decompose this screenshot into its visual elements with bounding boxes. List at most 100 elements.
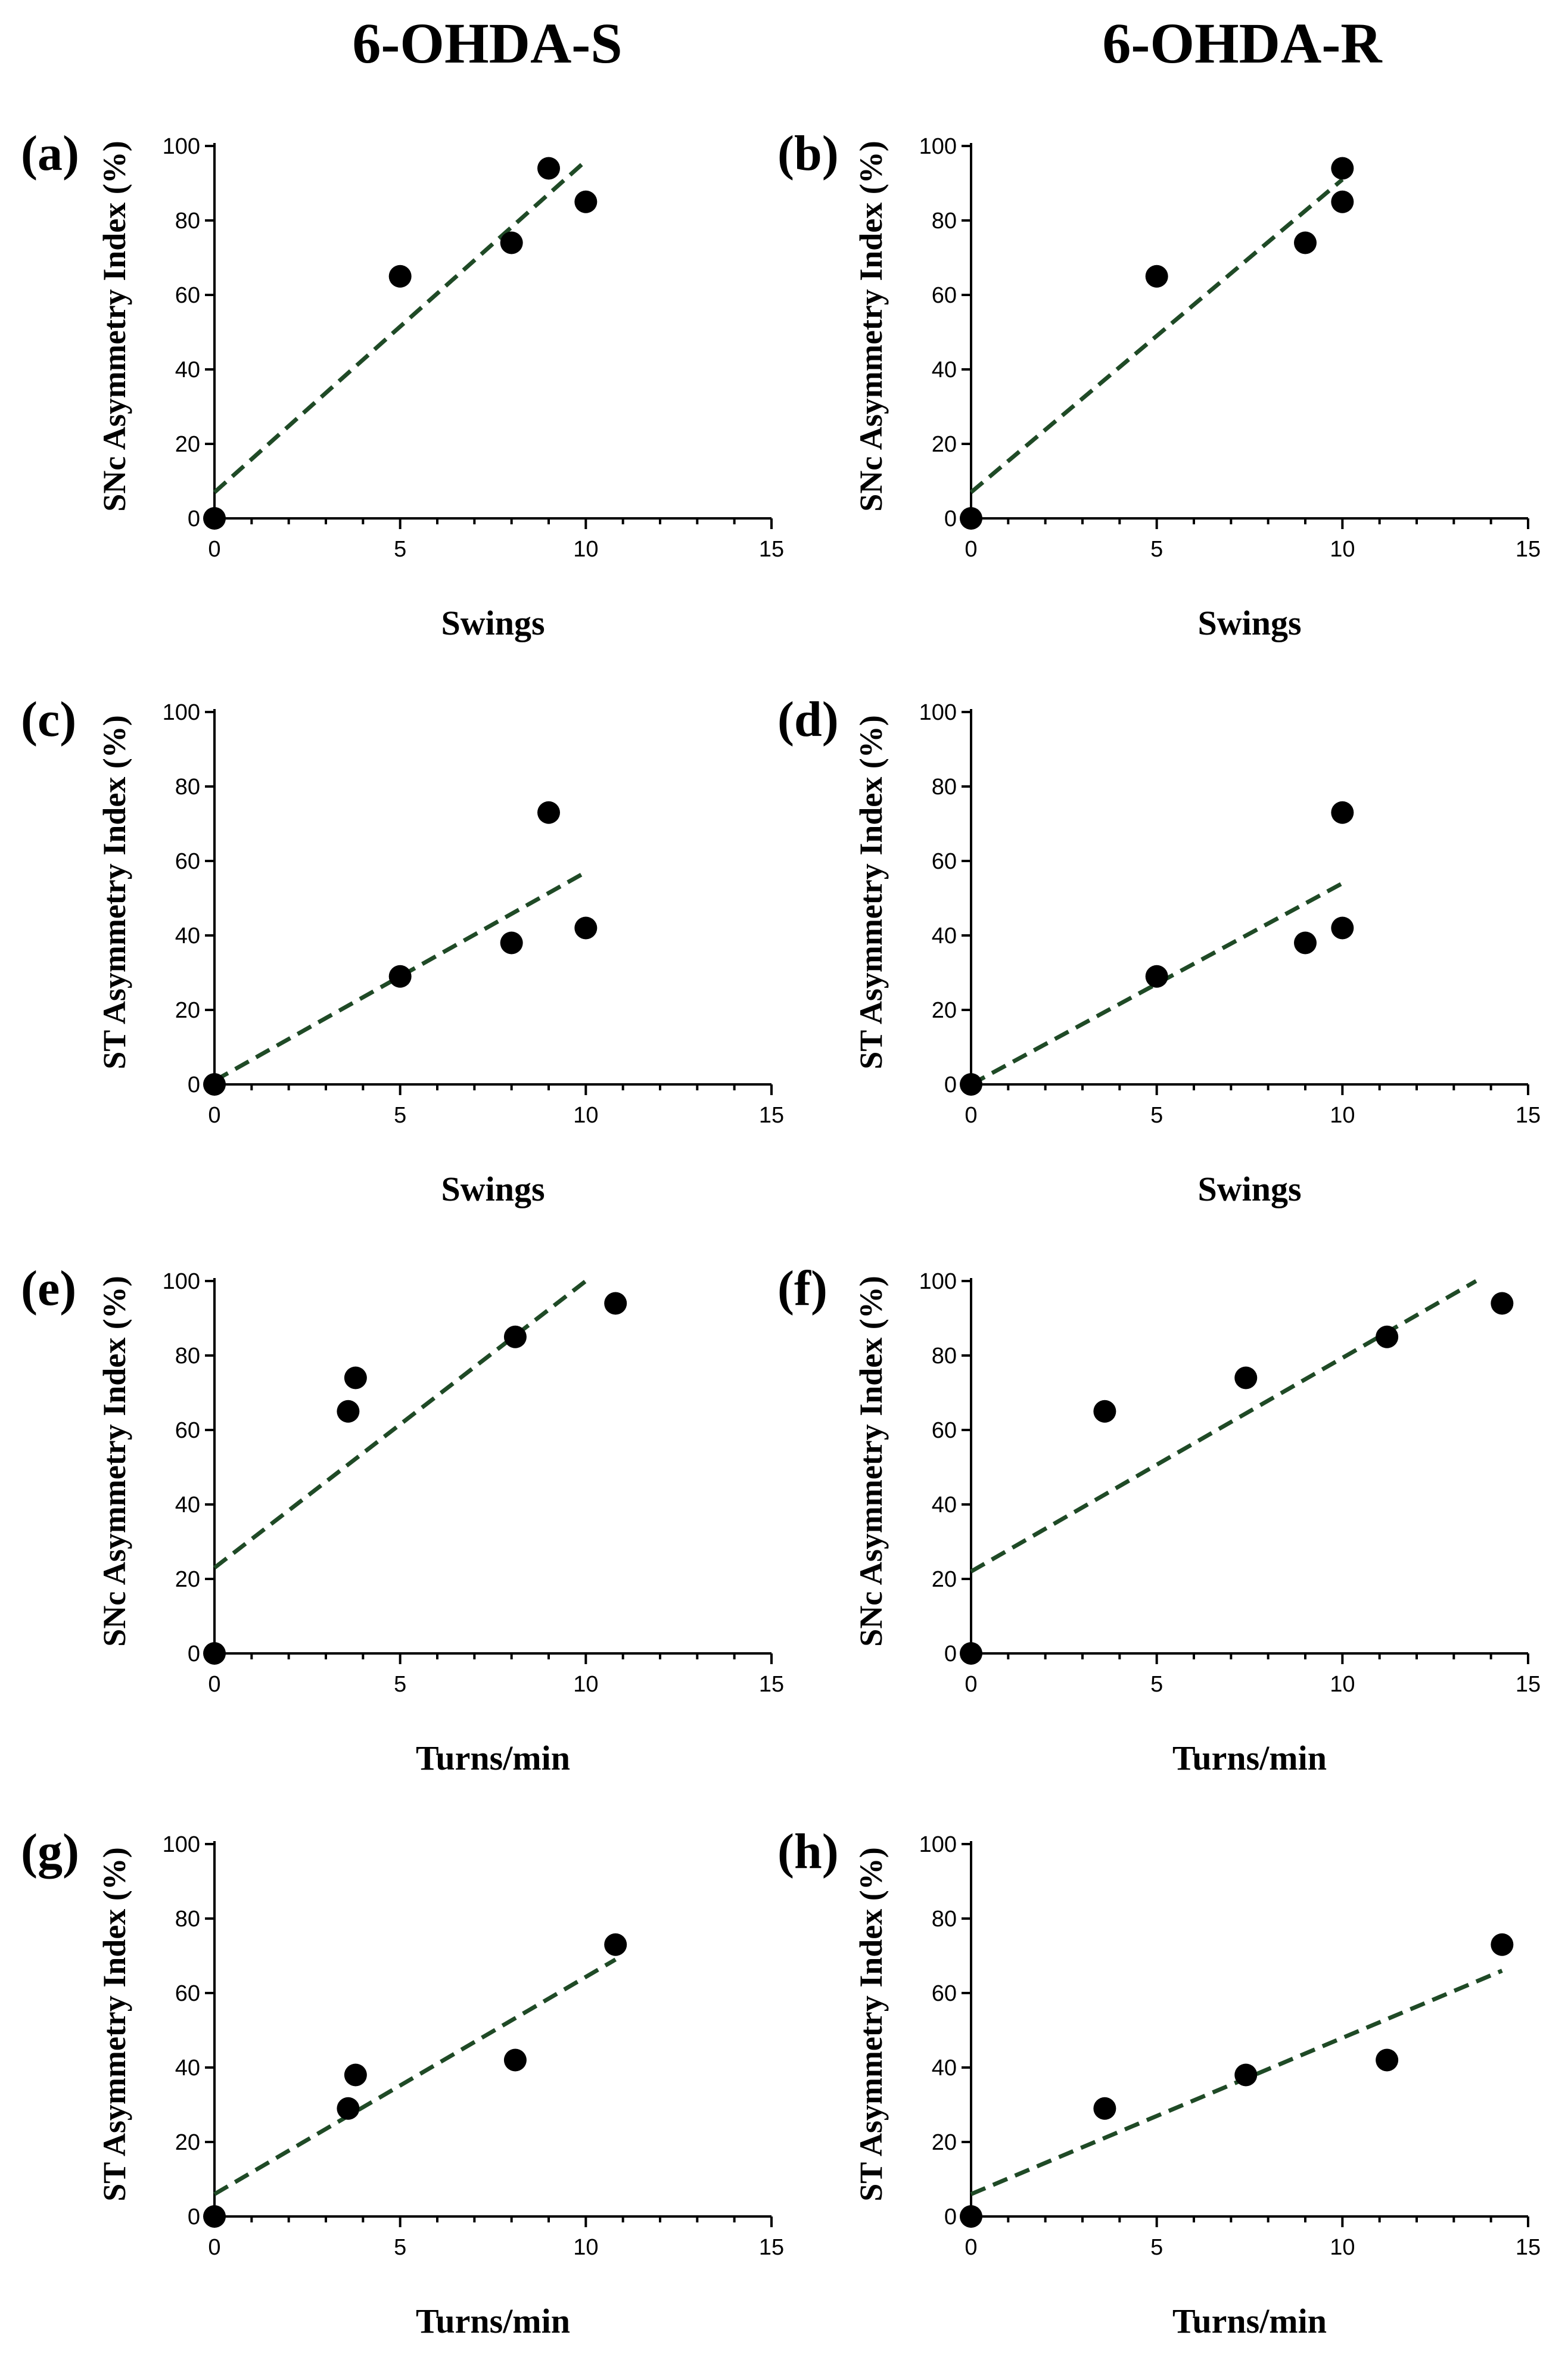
y-tick-label: 100 xyxy=(919,134,957,159)
data-point xyxy=(337,2097,360,2120)
data-point xyxy=(960,1642,982,1665)
data-point xyxy=(203,507,226,530)
panel-label: (b) xyxy=(777,126,839,181)
x-tick-label: 0 xyxy=(965,2235,977,2260)
panel-label: (g) xyxy=(21,1824,79,1879)
y-tick-label: 0 xyxy=(944,1641,957,1667)
data-point xyxy=(574,190,598,213)
y-axis-title: ST Asymmetry Index (%) xyxy=(97,715,132,1070)
y-tick-label: 0 xyxy=(188,506,200,531)
panel-label: (c) xyxy=(21,692,76,747)
x-tick-label: 0 xyxy=(208,1103,220,1128)
scatter-panel: (g) 0 20 40 60 80 100 0 5 10 15 Turns/min ST Asymmet… xyxy=(21,1824,784,2340)
y-tick-label: 40 xyxy=(932,2056,957,2081)
y-tick-label: 20 xyxy=(932,432,957,457)
x-axis-title: Turns/min xyxy=(416,2302,570,2340)
y-tick-label: 100 xyxy=(919,1269,957,1294)
data-point xyxy=(1491,1933,1514,1956)
y-tick-label: 60 xyxy=(932,849,957,874)
data-point xyxy=(537,801,560,824)
y-axis-title: SNc Asymmetry Index (%) xyxy=(853,1276,889,1646)
x-axis-title: Turns/min xyxy=(1172,1739,1327,1777)
y-tick-label: 80 xyxy=(932,1344,957,1369)
data-point xyxy=(1234,1366,1258,1389)
data-point xyxy=(344,2063,367,2087)
x-tick-label: 10 xyxy=(1330,1672,1355,1697)
y-tick-label: 60 xyxy=(932,283,957,308)
data-point xyxy=(1145,965,1168,988)
data-point xyxy=(1093,1400,1116,1423)
panel-label: (d) xyxy=(777,692,839,747)
y-tick-label: 20 xyxy=(175,432,200,457)
y-tick-label: 80 xyxy=(175,1907,200,1932)
data-point xyxy=(960,507,982,530)
x-tick-label: 15 xyxy=(1516,1103,1541,1128)
x-axis-title: Turns/min xyxy=(1172,2302,1327,2340)
x-tick-label: 0 xyxy=(965,537,977,562)
data-point xyxy=(537,157,560,180)
y-tick-label: 100 xyxy=(163,700,200,725)
y-tick-label: 100 xyxy=(163,1269,200,1294)
x-tick-label: 10 xyxy=(573,537,598,562)
data-point xyxy=(1145,265,1168,288)
y-axis-title: SNc Asymmetry Index (%) xyxy=(853,141,889,511)
y-tick-label: 60 xyxy=(932,1981,957,2006)
data-point xyxy=(1294,931,1317,955)
x-tick-label: 10 xyxy=(573,1103,598,1128)
x-tick-label: 5 xyxy=(394,1672,406,1697)
y-tick-label: 80 xyxy=(932,775,957,800)
regression-line xyxy=(970,1969,1503,2196)
y-tick-label: 100 xyxy=(163,134,200,159)
y-tick-label: 40 xyxy=(932,924,957,949)
x-tick-label: 15 xyxy=(1516,2235,1541,2260)
y-tick-label: 100 xyxy=(163,1832,200,1857)
y-axis-title: SNc Asymmetry Index (%) xyxy=(97,1276,132,1646)
y-axis-title: SNc Asymmetry Index (%) xyxy=(97,141,132,511)
data-point xyxy=(203,1642,226,1665)
panel-label: (h) xyxy=(777,1824,839,1879)
regression-line xyxy=(213,159,587,494)
y-tick-label: 80 xyxy=(175,209,200,234)
y-tick-label: 20 xyxy=(932,998,957,1023)
panel-label: (e) xyxy=(21,1261,76,1316)
y-tick-label: 0 xyxy=(944,1072,957,1098)
y-tick-label: 80 xyxy=(175,775,200,800)
x-tick-label: 15 xyxy=(1516,537,1541,562)
y-tick-label: 60 xyxy=(175,1981,200,2006)
y-tick-label: 20 xyxy=(932,2130,957,2155)
y-tick-label: 40 xyxy=(932,1493,957,1518)
x-tick-label: 10 xyxy=(1330,1103,1355,1128)
y-tick-label: 80 xyxy=(932,209,957,234)
y-tick-label: 100 xyxy=(919,700,957,725)
data-point xyxy=(960,1073,982,1096)
y-axis-title: ST Asymmetry Index (%) xyxy=(853,1847,889,2202)
y-axis-title: ST Asymmetry Index (%) xyxy=(853,715,889,1070)
x-tick-label: 0 xyxy=(208,1672,220,1697)
data-point xyxy=(203,2205,226,2228)
data-point xyxy=(1294,231,1317,254)
x-tick-label: 10 xyxy=(1330,2235,1355,2260)
y-tick-label: 20 xyxy=(175,1567,200,1592)
regression-line xyxy=(213,1957,617,2196)
y-tick-label: 80 xyxy=(175,1344,200,1369)
x-axis-title: Swings xyxy=(1197,604,1301,642)
y-tick-label: 60 xyxy=(175,849,200,874)
y-tick-label: 40 xyxy=(175,924,200,949)
data-point xyxy=(604,1292,627,1315)
x-tick-label: 5 xyxy=(1150,2235,1163,2260)
y-tick-label: 40 xyxy=(175,1493,200,1518)
x-tick-label: 10 xyxy=(573,1672,598,1697)
scatter-panel: (d) 0 20 40 60 80 100 0 5 10 15 Swings ST Asymmetry … xyxy=(777,692,1541,1208)
y-tick-label: 60 xyxy=(175,283,200,308)
x-tick-label: 5 xyxy=(1150,1672,1163,1697)
x-axis-title: Turns/min xyxy=(416,1739,570,1777)
y-tick-label: 20 xyxy=(175,2130,200,2155)
column-title-right: 6-OHDA-R xyxy=(1102,11,1383,75)
data-point xyxy=(1491,1292,1514,1315)
x-axis-title: Swings xyxy=(441,604,545,642)
regression-line xyxy=(213,1279,587,1570)
scatter-panel: (b) 0 20 40 60 80 100 0 5 10 15 Swings SNc Asymmetry… xyxy=(777,126,1541,642)
data-point xyxy=(1331,157,1354,180)
data-point xyxy=(500,931,523,955)
